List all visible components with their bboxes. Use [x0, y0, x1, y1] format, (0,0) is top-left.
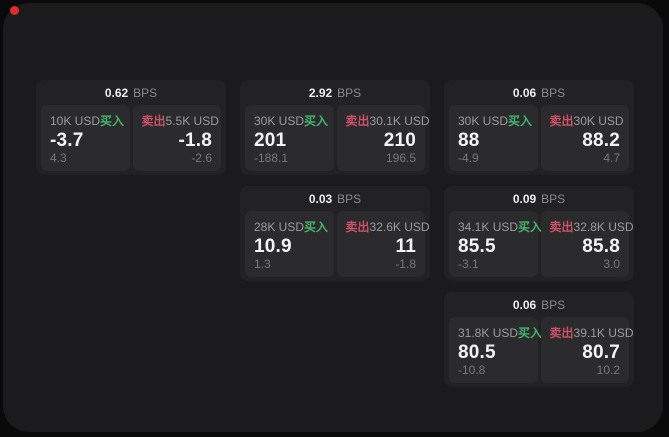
buy-side-label: 买入	[100, 114, 125, 128]
buy-panel[interactable]: 31.8K USD 买入 80.5 -10.8	[449, 317, 542, 383]
bps-unit-label: BPS	[337, 191, 362, 206]
app-surface: 0.62 BPS 10K USD 买入 -3.7 4.3 卖出 5.5K USD	[3, 3, 663, 432]
buy-sub-value: -4.9	[458, 151, 479, 165]
buy-side-label: 买入	[508, 114, 533, 128]
buy-price: 201	[254, 129, 287, 151]
quote-card: 0.03 BPS 28K USD 买入 10.9 1.3 卖出 32.6K US…	[240, 186, 430, 281]
panels: 31.8K USD 买入 80.5 -10.8 卖出 39.1K USD 80.…	[444, 317, 634, 387]
panels: 28K USD 买入 10.9 1.3 卖出 32.6K USD 11 -1.8	[240, 211, 430, 281]
buy-panel[interactable]: 34.1K USD 买入 85.5 -3.1	[449, 211, 542, 277]
quote-card-grid: 0.62 BPS 10K USD 买入 -3.7 4.3 卖出 5.5K USD	[36, 80, 634, 387]
sell-sub-value: 4.7	[603, 151, 620, 165]
quote-card: 2.92 BPS 30K USD 买入 201 -188.1 卖出 30.1K …	[240, 80, 430, 175]
sell-sub-value: 196.5	[385, 151, 416, 165]
bps-value: 2.92	[308, 85, 333, 100]
panels: 10K USD 买入 -3.7 4.3 卖出 5.5K USD -1.8 -2.…	[36, 105, 226, 175]
sell-price: 11	[395, 235, 416, 257]
buy-price: 88	[458, 129, 480, 151]
card-header: 0.09 BPS	[444, 186, 634, 211]
buy-panel[interactable]: 10K USD 买入 -3.7 4.3	[41, 105, 130, 171]
sell-sub-value: -2.6	[191, 151, 212, 165]
bps-value: 0.06	[512, 297, 537, 312]
sell-sub-value: -1.8	[395, 257, 416, 271]
buy-sub-value: -3.1	[458, 257, 479, 271]
bps-unit-label: BPS	[541, 85, 566, 100]
buy-amount: 31.8K USD	[458, 325, 519, 340]
quote-card: 0.09 BPS 34.1K USD 买入 85.5 -3.1 卖出 32.8K…	[444, 186, 634, 281]
bps-unit-label: BPS	[541, 297, 566, 312]
sell-panel[interactable]: 卖出 30.1K USD 210 196.5	[336, 105, 430, 171]
buy-panel[interactable]: 28K USD 买入 10.9 1.3	[245, 211, 334, 277]
sell-side-label: 卖出	[345, 114, 370, 128]
sell-amount: 32.6K USD	[369, 219, 430, 234]
sell-price: 80.7	[582, 341, 620, 363]
panels: 30K USD 买入 201 -188.1 卖出 30.1K USD 210 1…	[240, 105, 430, 175]
buy-sub-value: 1.3	[254, 257, 271, 271]
buy-panel[interactable]: 30K USD 买入 201 -188.1	[245, 105, 334, 171]
card-header: 0.03 BPS	[240, 186, 430, 211]
buy-price: 85.5	[458, 235, 496, 257]
quote-card: 0.06 BPS 30K USD 买入 88 -4.9 卖出 30K USD	[444, 80, 634, 175]
sell-panel[interactable]: 卖出 32.8K USD 85.8 3.0	[540, 211, 634, 277]
sell-price: 210	[383, 129, 416, 151]
bps-unit-label: BPS	[541, 191, 566, 206]
buy-side-label: 买入	[304, 114, 329, 128]
sell-panel[interactable]: 卖出 30K USD 88.2 4.7	[540, 105, 629, 171]
card-header: 0.62 BPS	[36, 80, 226, 105]
buy-amount: 30K USD	[254, 113, 305, 128]
card-header: 0.06 BPS	[444, 80, 634, 105]
sell-panel[interactable]: 卖出 32.6K USD 11 -1.8	[336, 211, 430, 277]
sell-sub-value: 3.0	[603, 257, 620, 271]
sell-price: -1.8	[178, 129, 212, 151]
sell-amount: 5.5K USD	[165, 113, 219, 128]
quote-card: 0.62 BPS 10K USD 买入 -3.7 4.3 卖出 5.5K USD	[36, 80, 226, 175]
buy-price: -3.7	[50, 129, 84, 151]
buy-side-label: 买入	[518, 220, 543, 234]
buy-amount: 10K USD	[50, 113, 101, 128]
bps-value: 0.62	[104, 85, 129, 100]
bps-unit-label: BPS	[133, 85, 158, 100]
buy-sub-value: 4.3	[50, 151, 67, 165]
buy-price: 10.9	[254, 235, 292, 257]
sell-side-label: 卖出	[549, 326, 574, 340]
sell-side-label: 卖出	[141, 114, 166, 128]
sell-amount: 32.8K USD	[573, 219, 634, 234]
sell-side-label: 卖出	[549, 114, 574, 128]
buy-side-label: 买入	[304, 220, 329, 234]
card-header: 0.06 BPS	[444, 292, 634, 317]
record-indicator-icon	[10, 6, 19, 15]
sell-price: 88.2	[582, 129, 620, 151]
panels: 34.1K USD 买入 85.5 -3.1 卖出 32.8K USD 85.8…	[444, 211, 634, 281]
bps-unit-label: BPS	[337, 85, 362, 100]
bps-value: 0.09	[512, 191, 537, 206]
sell-side-label: 卖出	[345, 220, 370, 234]
sell-amount: 30K USD	[573, 113, 624, 128]
bps-value: 0.03	[308, 191, 333, 206]
buy-side-label: 买入	[518, 326, 543, 340]
panels: 30K USD 买入 88 -4.9 卖出 30K USD 88.2 4.7	[444, 105, 634, 175]
buy-price: 80.5	[458, 341, 496, 363]
sell-price: 85.8	[582, 235, 620, 257]
bps-value: 0.06	[512, 85, 537, 100]
buy-panel[interactable]: 30K USD 买入 88 -4.9	[449, 105, 538, 171]
sell-amount: 30.1K USD	[369, 113, 430, 128]
sell-panel[interactable]: 卖出 39.1K USD 80.7 10.2	[540, 317, 634, 383]
sell-panel[interactable]: 卖出 5.5K USD -1.8 -2.6	[132, 105, 221, 171]
buy-amount: 30K USD	[458, 113, 509, 128]
sell-sub-value: 10.2	[596, 363, 620, 377]
sell-side-label: 卖出	[549, 220, 574, 234]
buy-sub-value: -188.1	[254, 151, 289, 165]
buy-sub-value: -10.8	[458, 363, 486, 377]
card-header: 2.92 BPS	[240, 80, 430, 105]
buy-amount: 34.1K USD	[458, 219, 519, 234]
sell-amount: 39.1K USD	[573, 325, 634, 340]
quote-card: 0.06 BPS 31.8K USD 买入 80.5 -10.8 卖出 39.1…	[444, 292, 634, 387]
buy-amount: 28K USD	[254, 219, 305, 234]
